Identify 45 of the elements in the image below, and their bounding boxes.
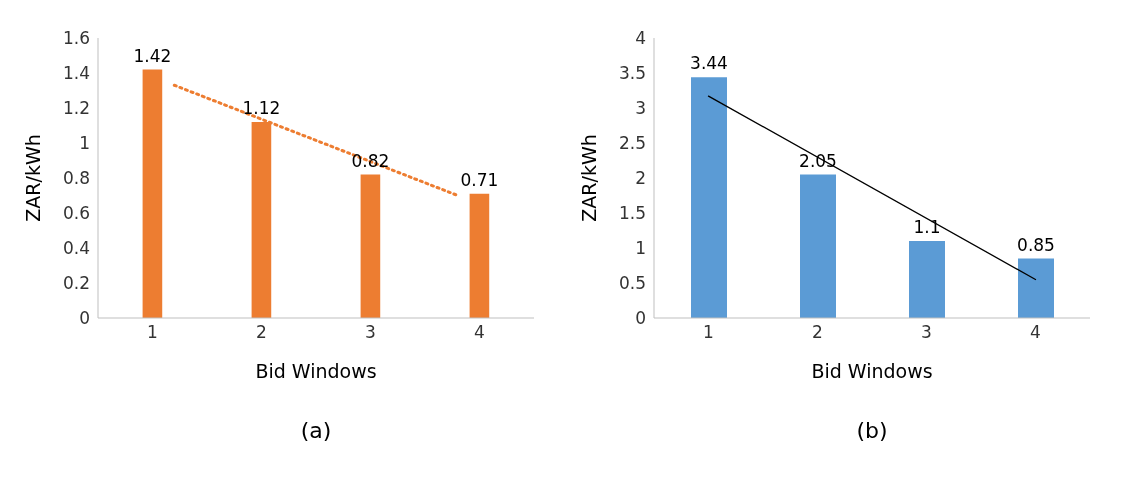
y-tick-label: 4 [635,28,646,49]
y-tick-label: 0.4 [62,238,90,259]
bar [469,193,490,318]
y-tick-label: 0 [79,308,90,329]
y-tick-label: 0 [635,308,646,329]
data-label: 3.44 [690,53,728,74]
x-tick-label: 3 [365,322,376,343]
bar [360,174,381,318]
y-tick-label: 1.4 [62,63,90,84]
y-tick-label: 2 [635,168,646,189]
y-tick-label: 0.6 [62,203,90,224]
y-tick-label: 1.6 [62,28,90,49]
y-tick-label: 2.5 [618,133,646,154]
bar [1018,258,1054,318]
x-tick-label: 2 [256,322,267,343]
y-tick-label: 0.2 [62,273,90,294]
y-axis-title: ZAR/kWh [577,134,600,222]
x-tick-label: 1 [147,322,158,343]
bar [909,241,945,318]
x-tick-label: 4 [1030,322,1041,343]
data-label: 1.12 [242,98,281,118]
y-tick-label: 3 [635,98,646,119]
y-tick-label: 1 [635,238,646,259]
data-label: 0.71 [460,169,499,190]
y-tick-label: 0.8 [62,168,90,189]
data-label: 0.85 [1017,234,1055,255]
y-axis-title: ZAR/kWh [21,134,44,222]
x-axis-title: Bid Windows [255,360,377,382]
x-axis-title: Bid Windows [811,360,933,382]
y-tick-label: 1.2 [62,98,90,119]
text: (a) [299,418,333,443]
y-tick-label: 1.5 [618,203,646,224]
data-label: 1.1 [913,217,941,237]
y-tick-label: 3.5 [618,63,646,84]
x-tick-label: 4 [474,322,485,343]
data-label: 1.42 [133,45,172,66]
x-tick-label: 1 [703,322,714,343]
y-tick-label: 1 [79,133,90,154]
bar [800,174,836,318]
text: (b) [855,418,889,443]
x-tick-label: 3 [921,322,932,343]
bar [142,69,163,318]
x-tick-label: 2 [812,322,823,343]
bar [691,77,727,318]
y-tick-label: 0.5 [618,273,646,294]
